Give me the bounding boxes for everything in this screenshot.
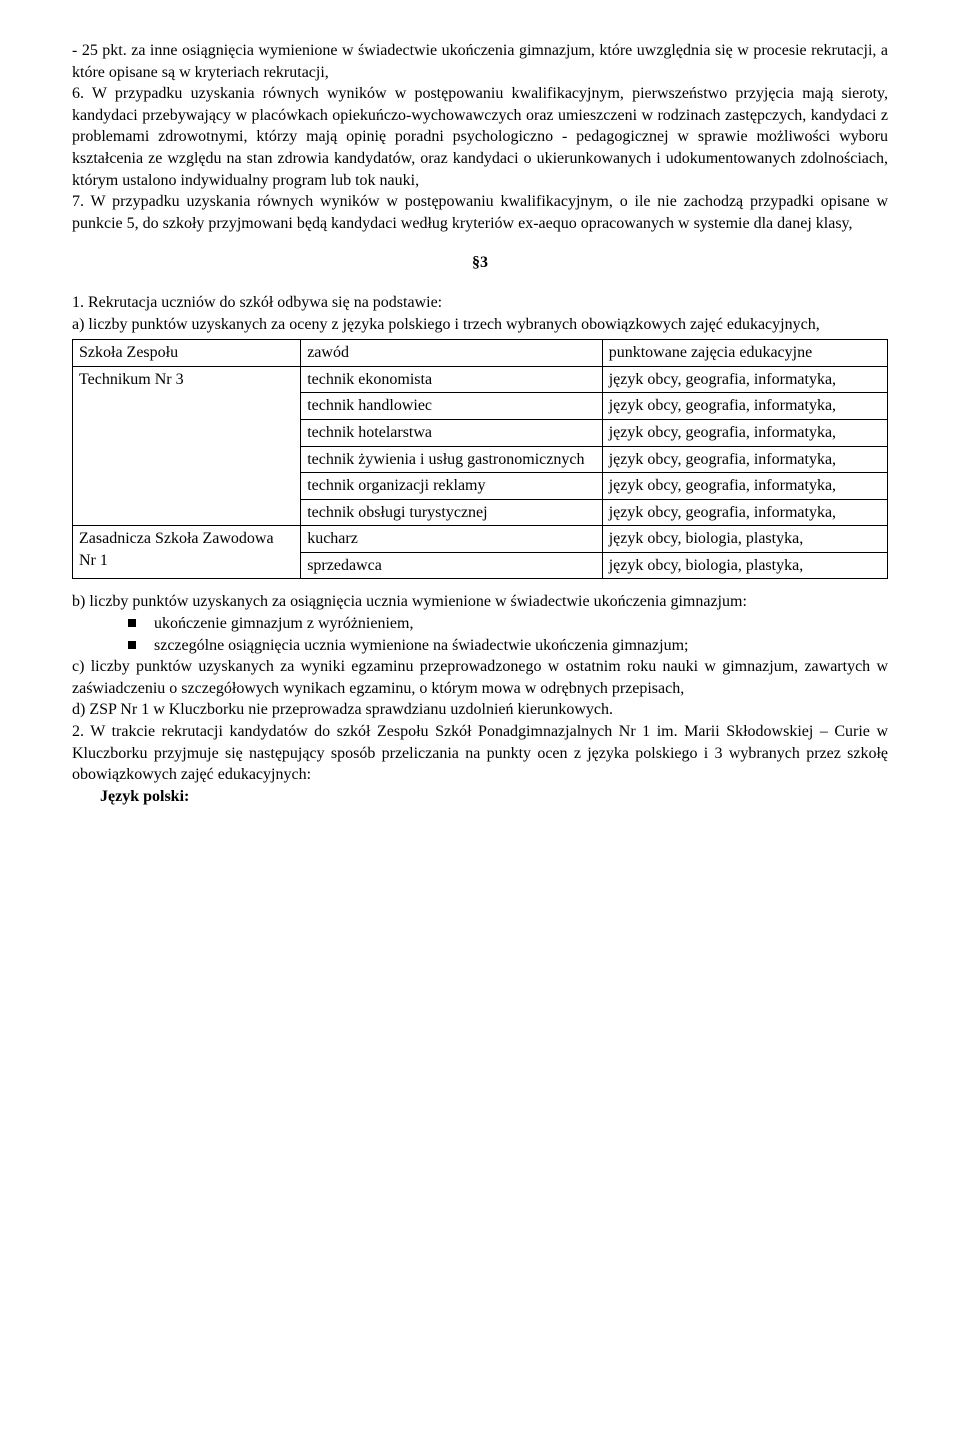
th-job: zawód: [301, 340, 603, 367]
cell-subj: język obcy, biologia, plastyka,: [602, 526, 887, 553]
list-item: ukończenie gimnazjum z wyróżnieniem,: [128, 613, 888, 635]
paragraph-9: 2. W trakcie rekrutacji kandydatów do sz…: [72, 721, 888, 786]
table-row: Technikum Nr 3 technik ekonomista język …: [73, 366, 888, 393]
cell-subj: język obcy, geografia, informatyka,: [602, 446, 887, 473]
paragraph-2: 6. W przypadku uzyskania równych wyników…: [72, 83, 888, 191]
list-item-text: ukończenie gimnazjum z wyróżnieniem,: [154, 613, 413, 635]
cell-job: technik ekonomista: [301, 366, 603, 393]
cell-subj: język obcy, geografia, informatyka,: [602, 499, 887, 526]
cell-job: technik żywienia i usług gastronomicznyc…: [301, 446, 603, 473]
paragraph-5: a) liczby punktów uzyskanych za oceny z …: [72, 314, 888, 336]
square-bullet-icon: [128, 619, 136, 627]
paragraph-1: - 25 pkt. za inne osiągnięcia wymienione…: [72, 40, 888, 83]
paragraph-6: b) liczby punktów uzyskanych za osiągnię…: [72, 591, 888, 613]
square-bullet-icon: [128, 641, 136, 649]
cell-subj: język obcy, geografia, informatyka,: [602, 419, 887, 446]
list-item: szczególne osiągnięcia ucznia wymienione…: [128, 635, 888, 657]
cell-job: technik obsługi turystycznej: [301, 499, 603, 526]
subjects-table: Szkoła Zespołu zawód punktowane zajęcia …: [72, 339, 888, 579]
cell-subj: język obcy, biologia, plastyka,: [602, 552, 887, 579]
bullet-list: ukończenie gimnazjum z wyróżnieniem, szc…: [128, 613, 888, 656]
table-header-row: Szkoła Zespołu zawód punktowane zajęcia …: [73, 340, 888, 367]
cell-school-zaw: Zasadnicza Szkoła Zawodowa Nr 1: [73, 526, 301, 579]
cell-job: technik handlowiec: [301, 393, 603, 420]
cell-school-tech: Technikum Nr 3: [73, 366, 301, 526]
cell-job: technik hotelarstwa: [301, 419, 603, 446]
paragraph-7: c) liczby punktów uzyskanych za wyniki e…: [72, 656, 888, 699]
paragraph-4: 1. Rekrutacja uczniów do szkół odbywa si…: [72, 292, 888, 314]
paragraph-3: 7. W przypadku uzyskania równych wyników…: [72, 191, 888, 234]
cell-job: technik organizacji reklamy: [301, 473, 603, 500]
cell-subj: język obcy, geografia, informatyka,: [602, 473, 887, 500]
section-heading: §3: [72, 252, 888, 274]
paragraph-10: Język polski:: [72, 786, 888, 808]
cell-subj: język obcy, geografia, informatyka,: [602, 393, 887, 420]
table-row: Zasadnicza Szkoła Zawodowa Nr 1 kucharz …: [73, 526, 888, 553]
cell-subj: język obcy, geografia, informatyka,: [602, 366, 887, 393]
list-item-text: szczególne osiągnięcia ucznia wymienione…: [154, 635, 688, 657]
cell-job: sprzedawca: [301, 552, 603, 579]
paragraph-8: d) ZSP Nr 1 w Kluczborku nie przeprowadz…: [72, 699, 888, 721]
cell-job: kucharz: [301, 526, 603, 553]
th-school: Szkoła Zespołu: [73, 340, 301, 367]
th-subjects: punktowane zajęcia edukacyjne: [602, 340, 887, 367]
